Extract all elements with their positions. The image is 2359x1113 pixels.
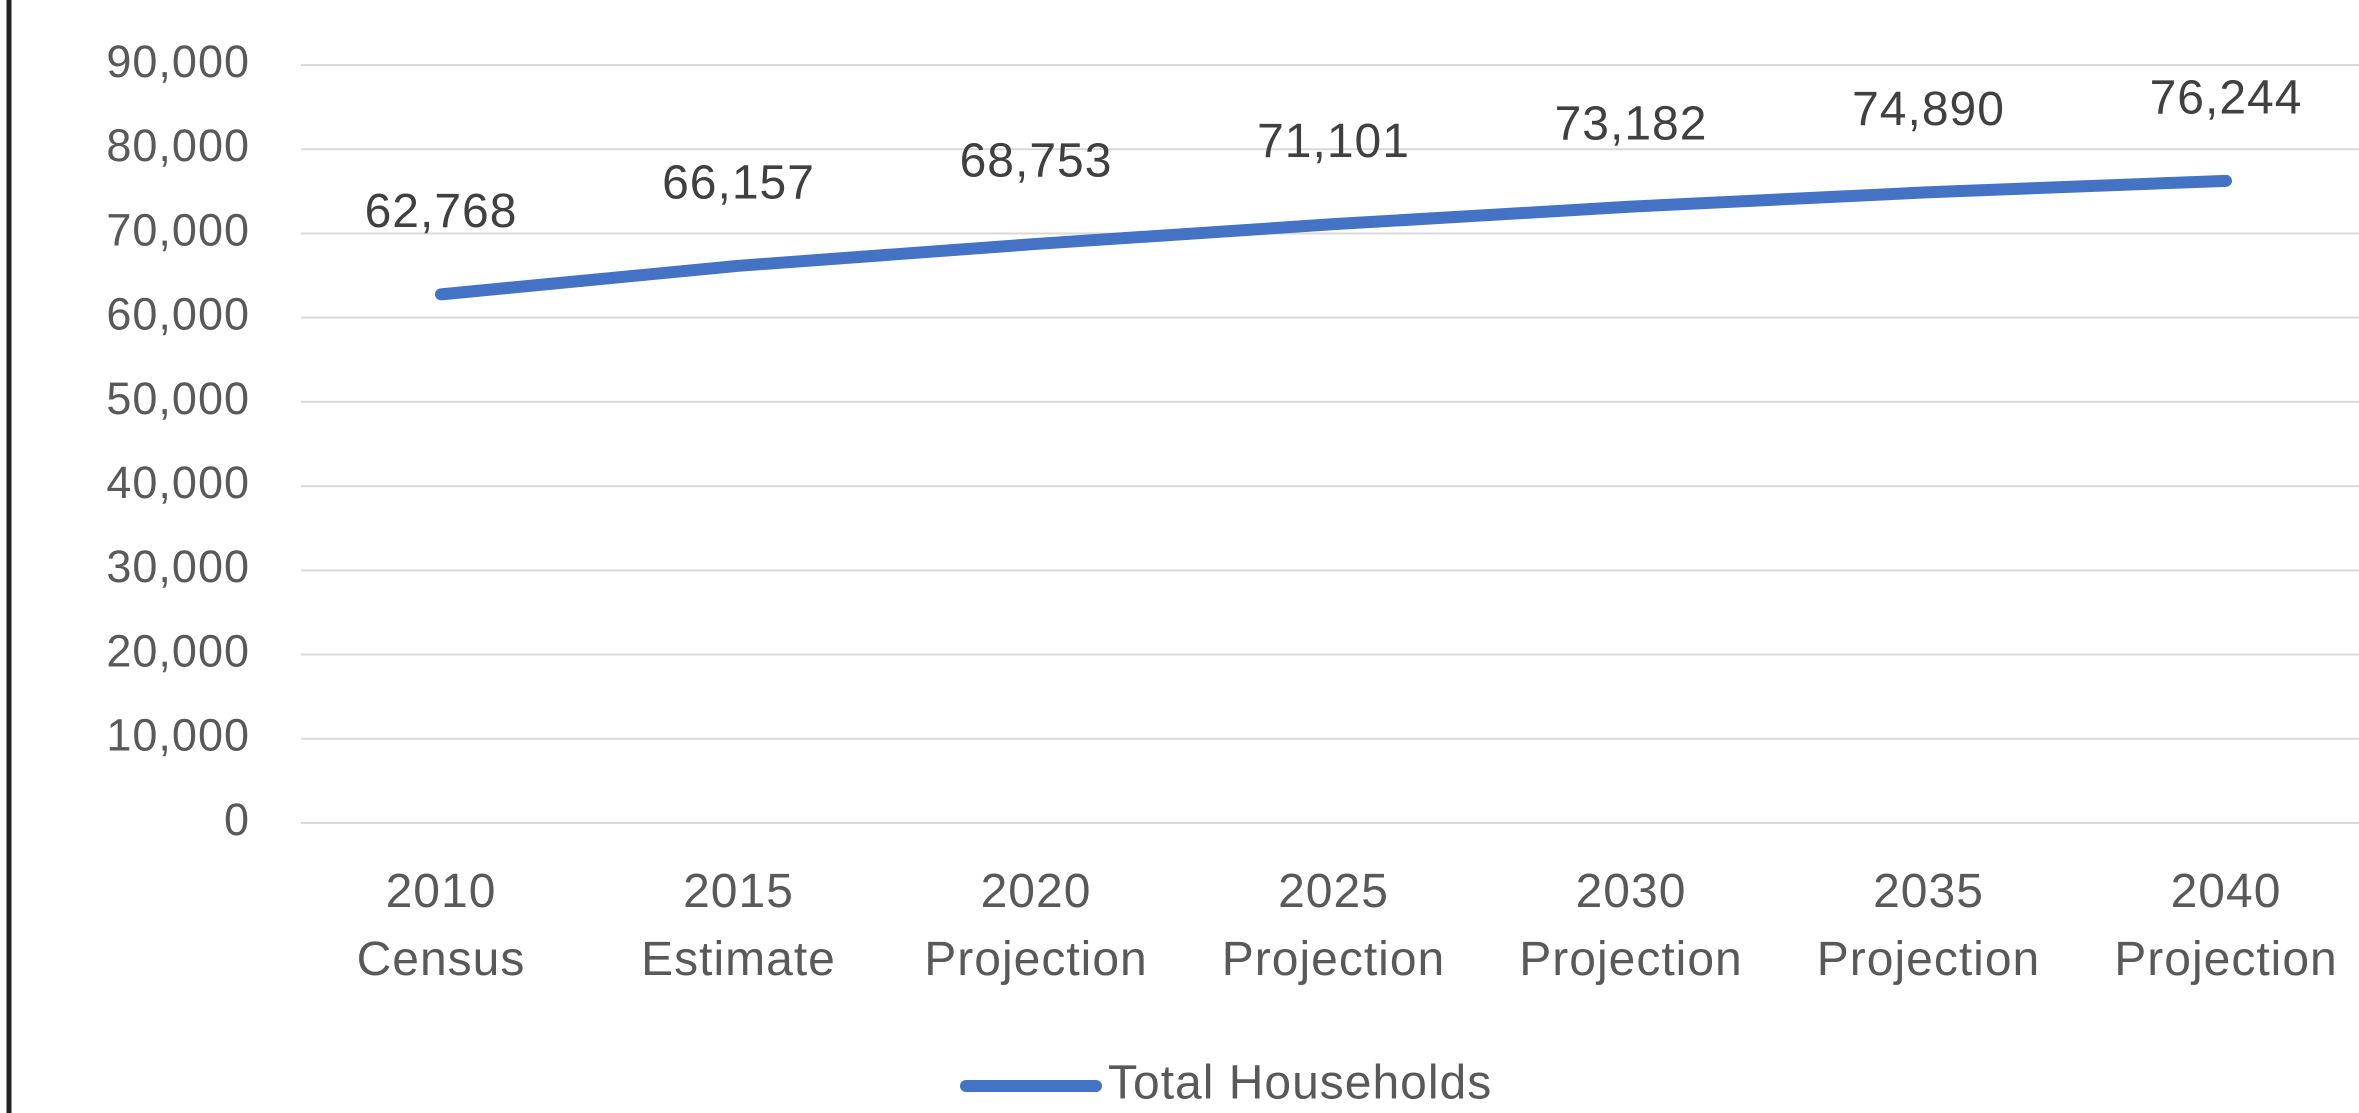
y-tick-label: 40,000 bbox=[106, 457, 250, 508]
x-tick-label: 2035 Projection bbox=[1816, 865, 2041, 986]
y-tick-label: 70,000 bbox=[106, 204, 250, 255]
data-label: 66,157 bbox=[662, 156, 815, 209]
data-label: 74,890 bbox=[1852, 83, 2005, 136]
data-label: 76,244 bbox=[2150, 72, 2303, 125]
y-tick-label: 90,000 bbox=[106, 36, 250, 87]
data-label: 73,182 bbox=[1555, 97, 1708, 150]
series-line bbox=[435, 174, 2232, 301]
x-tick-label: 2040 Projection bbox=[2114, 865, 2338, 986]
y-tick-label: 20,000 bbox=[106, 625, 250, 676]
y-tick-label: 50,000 bbox=[106, 373, 250, 424]
y-tick-label: 10,000 bbox=[106, 710, 250, 761]
y-tick-label: 80,000 bbox=[106, 120, 250, 171]
data-label: 68,753 bbox=[960, 135, 1113, 188]
legend-label: Total Households bbox=[1108, 1057, 1492, 1110]
y-tick-label: 30,000 bbox=[106, 541, 250, 592]
y-tick-label: 60,000 bbox=[106, 289, 250, 340]
x-tick-label: 2020 Projection bbox=[924, 865, 1148, 986]
x-tick-label: 2010 Census bbox=[356, 865, 526, 986]
x-tick-label: 2015 Estimate bbox=[641, 865, 836, 986]
data-label: 71,101 bbox=[1257, 115, 1410, 168]
x-tick-label: 2025 Projection bbox=[1221, 865, 1446, 986]
x-tick-label: 2030 Projection bbox=[1519, 865, 1743, 986]
data-label: 62,768 bbox=[365, 185, 518, 238]
y-tick-label: 0 bbox=[224, 794, 250, 845]
